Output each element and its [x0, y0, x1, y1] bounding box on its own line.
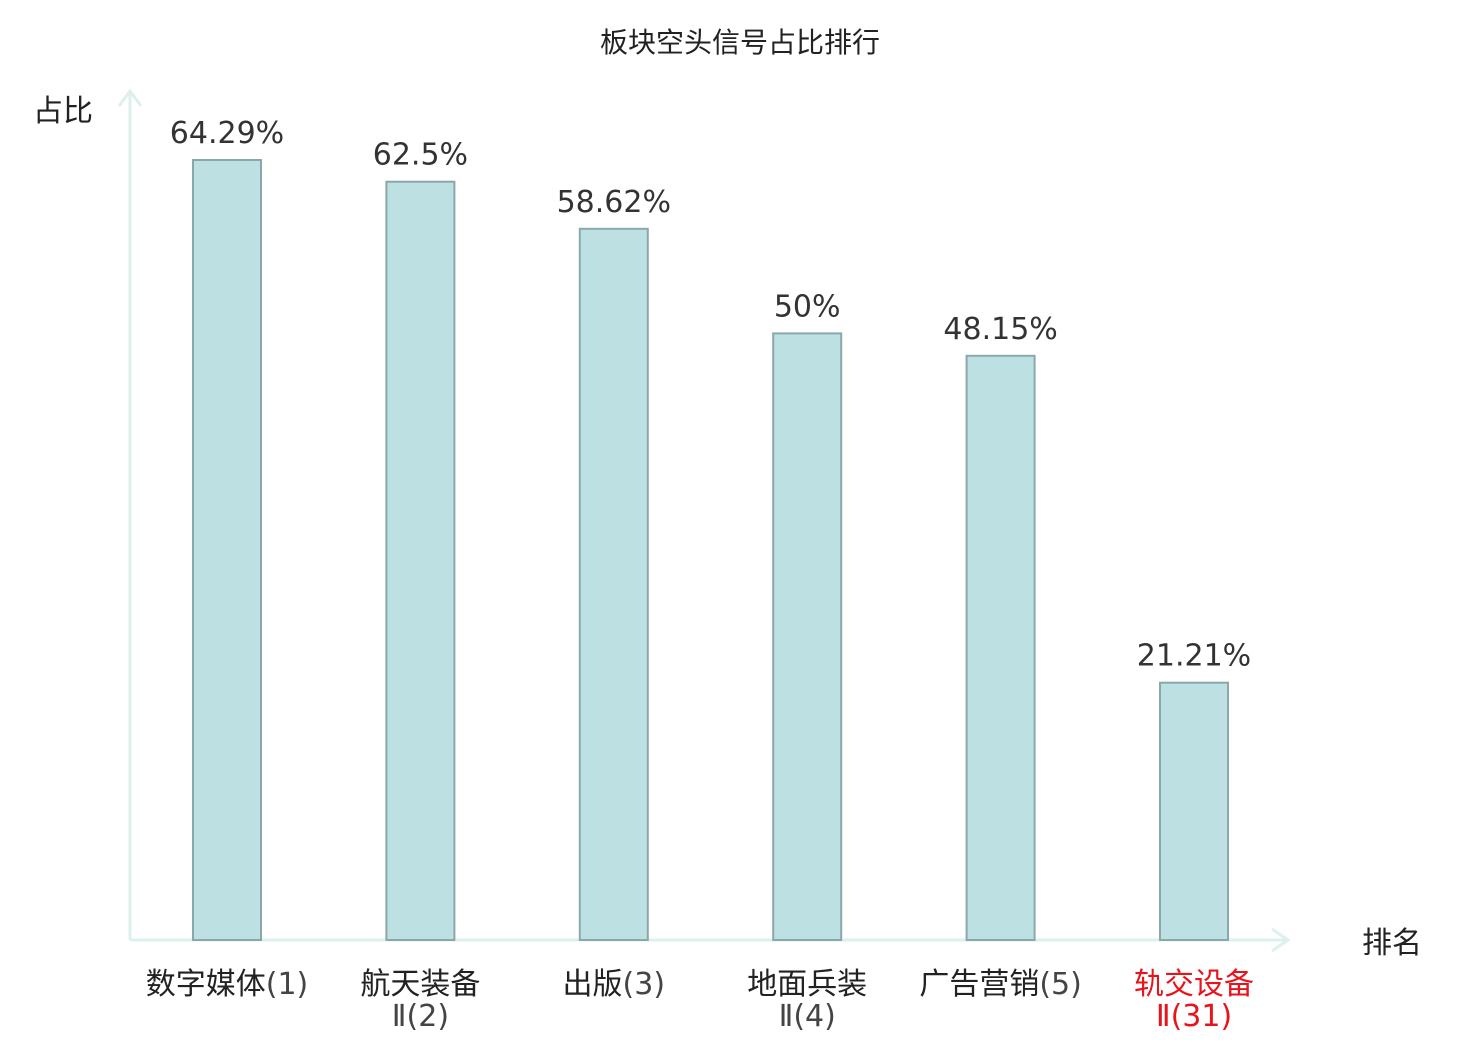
- chart-title: 板块空头信号占比排行: [600, 26, 880, 59]
- x-tick-rank: (3): [623, 967, 666, 1002]
- x-axis-arrow-icon: [1271, 927, 1291, 953]
- x-tick-rank: Ⅱ(4): [779, 999, 836, 1034]
- x-tick-rank: (5): [1039, 967, 1082, 1002]
- data-label: 50%: [774, 289, 841, 324]
- x-tick-label: 数字媒体(1): [146, 967, 309, 1002]
- y-axis-label: 占比: [33, 94, 93, 129]
- data-label: 64.29%: [170, 116, 284, 151]
- bar: [965, 354, 1036, 941]
- bar: [1159, 681, 1229, 941]
- data-label: 62.5%: [373, 138, 468, 173]
- x-tick-rank: (1): [266, 967, 309, 1002]
- data-label: 58.62%: [557, 185, 671, 220]
- x-tick-label: 出版(3): [563, 967, 666, 1002]
- x-tick-label: 广告营销(5): [919, 967, 1082, 1002]
- x-axis-label: 排名: [1362, 926, 1422, 961]
- bar: [578, 227, 649, 942]
- data-label: 48.15%: [943, 312, 1057, 347]
- x-tick-rank: Ⅱ(2): [392, 999, 449, 1034]
- bar: [772, 332, 843, 941]
- x-tick-label: 航天装备: [360, 967, 480, 1002]
- x-tick-rank: Ⅱ(31): [1156, 999, 1232, 1034]
- x-tick-label: 地面兵装: [747, 967, 867, 1002]
- bar: [385, 180, 456, 941]
- x-tick-label: 轨交设备: [1134, 967, 1254, 1002]
- bar: [192, 159, 262, 941]
- data-label: 21.21%: [1137, 639, 1251, 674]
- y-axis-arrow-icon: [117, 88, 143, 107]
